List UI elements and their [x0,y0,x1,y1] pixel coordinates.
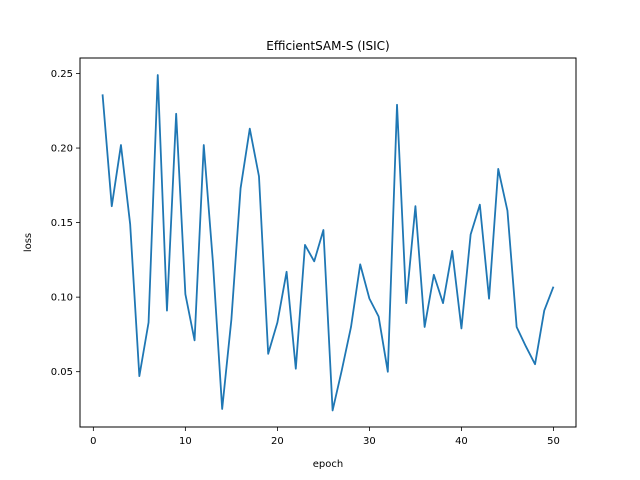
y-tick-label: 0.05 [51,367,73,378]
series-line-0 [101,74,555,412]
x-axis: 0 10 20 30 40 50 [90,427,560,447]
x-tick-label: 40 [455,436,468,447]
chart-title: EfficientSAM-S (ISIC) [266,39,389,53]
x-axis-label: epoch [313,459,343,470]
x-tick-label: 0 [90,436,96,447]
x-tick-label: 50 [547,436,560,447]
y-axis-label: loss [23,233,34,252]
x-tick-label: 30 [363,436,376,447]
x-tick-label: 10 [179,436,192,447]
x-tick-label: 20 [271,436,284,447]
y-tick-label: 0.15 [51,218,73,229]
axes-frame [79,57,577,428]
y-tick-label: 0.20 [51,144,73,155]
y-tick-label: 0.10 [51,293,73,304]
y-axis: 0.05 0.10 0.15 0.20 0.25 [51,69,80,378]
y-tick-label: 0.25 [51,69,73,80]
plot-area [101,74,555,412]
